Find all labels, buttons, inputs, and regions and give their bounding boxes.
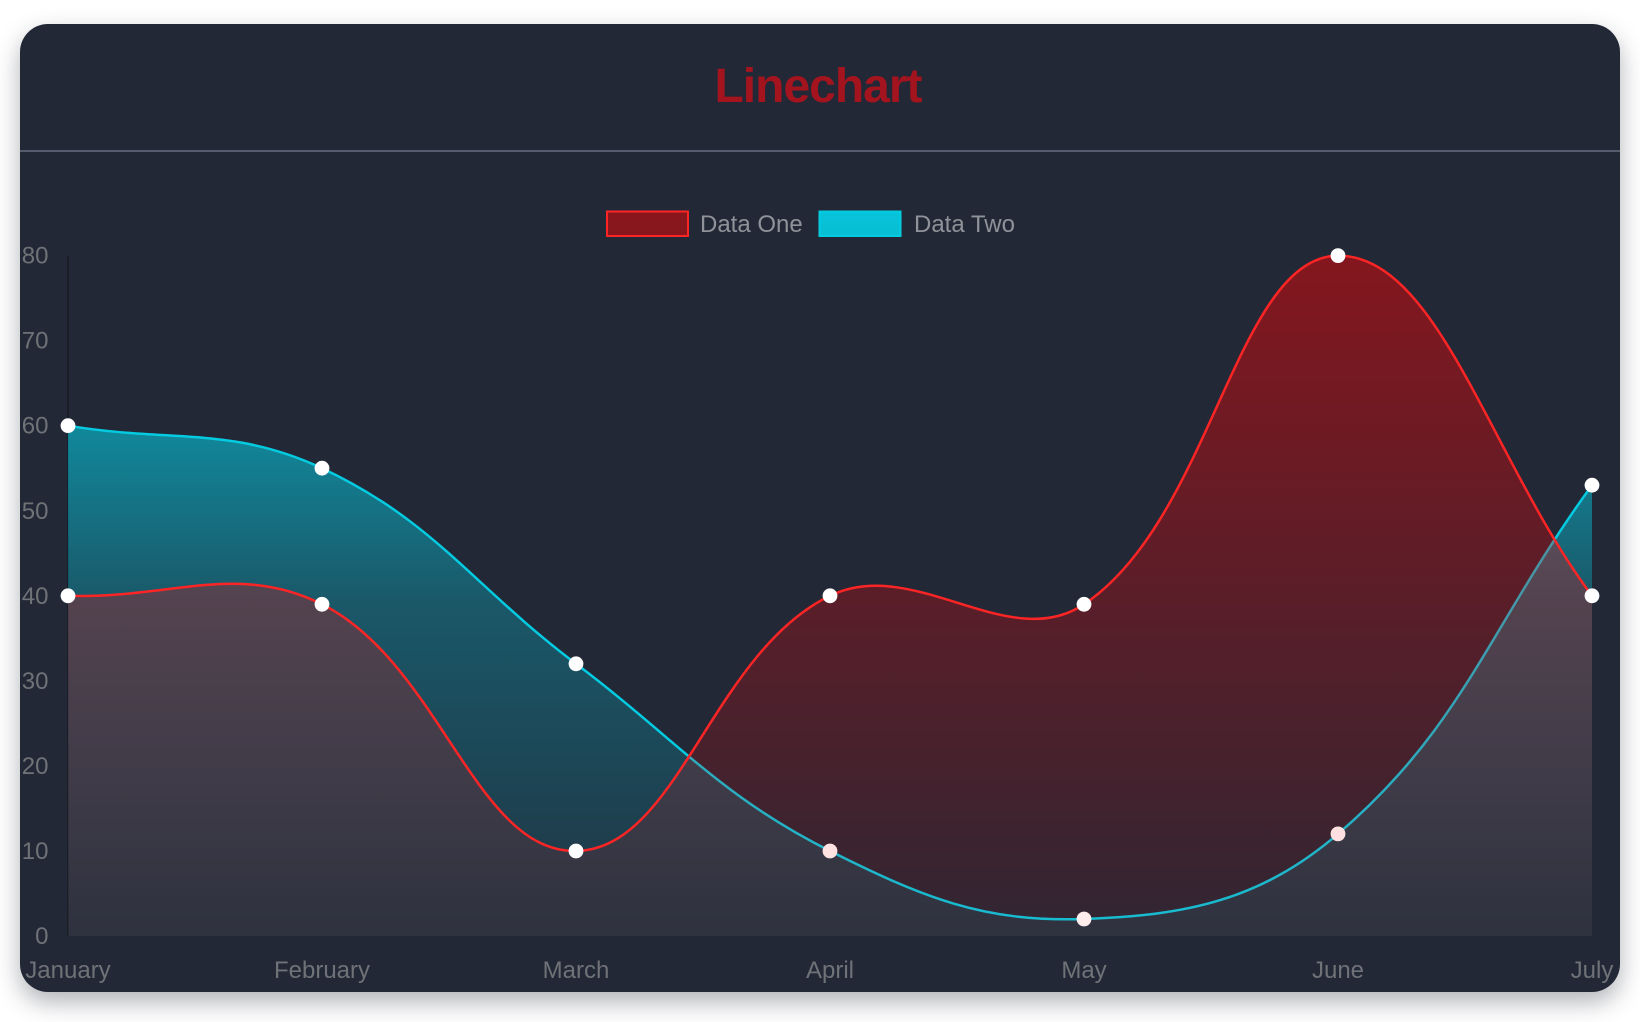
- svg-text:March: March: [543, 957, 610, 984]
- svg-text:80: 80: [22, 243, 49, 270]
- svg-text:January: January: [25, 957, 110, 984]
- svg-text:50: 50: [22, 498, 49, 525]
- svg-text:20: 20: [22, 753, 49, 780]
- svg-text:0: 0: [35, 923, 48, 950]
- svg-text:70: 70: [22, 328, 49, 355]
- svg-text:February: February: [274, 957, 370, 984]
- svg-text:Data One: Data One: [700, 211, 803, 238]
- svg-text:60: 60: [22, 413, 49, 440]
- svg-text:May: May: [1061, 957, 1106, 984]
- svg-text:10: 10: [22, 838, 49, 865]
- svg-text:Data Two: Data Two: [914, 211, 1015, 238]
- svg-text:40: 40: [22, 583, 49, 610]
- svg-text:June: June: [1312, 957, 1364, 984]
- svg-text:30: 30: [22, 668, 49, 695]
- svg-text:Linechart: Linechart: [714, 60, 922, 113]
- svg-text:July: July: [1571, 957, 1614, 984]
- svg-text:April: April: [806, 957, 854, 984]
